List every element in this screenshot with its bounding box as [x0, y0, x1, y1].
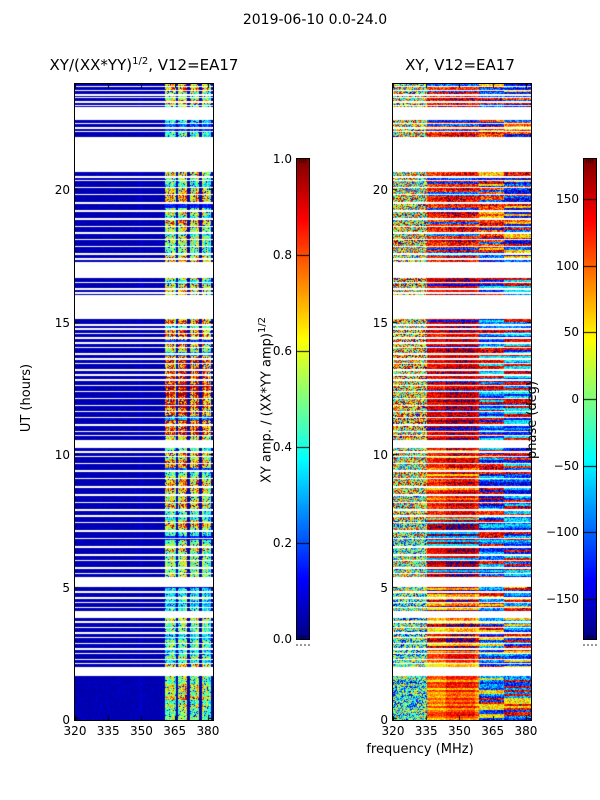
colorbar-tick-label: −50: [553, 458, 579, 473]
y-tick-label: 15: [54, 315, 70, 330]
colorbar-tick-label: 0.6: [272, 344, 292, 358]
amp-panel: [74, 83, 214, 721]
amp-title-rest: , V12=EA17: [148, 56, 239, 74]
colorbar-tick-label: 0.2: [272, 536, 292, 550]
y-tick-label: 15: [372, 315, 388, 330]
x-axis-label: frequency (MHz): [366, 742, 474, 757]
colorbar-tick-label: 0: [571, 392, 579, 406]
colorbar-tick-label: 1.0: [272, 152, 292, 166]
phase-panel-title: XY, V12=EA17: [405, 56, 515, 74]
x-tick-label: 350: [129, 724, 153, 738]
colorbar-tick-label: 150: [556, 192, 579, 206]
amp-colorbar-label: XY amp. / (XX*YY amp)1/2: [255, 280, 274, 520]
colorbar-tick-label: 0.0: [272, 632, 292, 646]
amp-colorbar-label-exponent: 1/2: [257, 316, 268, 334]
y-tick-label: 0: [380, 713, 388, 727]
y-tick-label: 20: [54, 183, 70, 197]
y-axis-label: UT (hours): [19, 363, 34, 433]
phase-colorbar: [583, 158, 597, 640]
amp-heatmap-canvas: [75, 84, 213, 720]
amp-title-base: XY/(XX*YY): [49, 56, 133, 74]
phase-colorbar-canvas: [584, 159, 596, 639]
x-tick-label: 380: [514, 724, 538, 738]
y-tick-label: 5: [62, 580, 70, 595]
x-tick-label: 335: [414, 724, 438, 738]
x-tick-label: 365: [481, 724, 505, 738]
y-tick-label: 10: [372, 448, 388, 462]
phase-heatmap-canvas: [393, 84, 531, 720]
y-tick-label: 10: [54, 448, 70, 462]
y-tick-label: 5: [380, 580, 388, 595]
amp-colorbar-end-dashes: [296, 644, 310, 646]
colorbar-tick-label: 0.4: [272, 440, 292, 454]
y-tick-label: 0: [62, 713, 70, 727]
amp-colorbar-canvas: [297, 159, 309, 639]
phase-colorbar-label: phase (deg): [525, 381, 540, 460]
x-tick-label: 365: [163, 724, 187, 738]
colorbar-tick-label: −100: [546, 525, 579, 540]
amp-colorbar: [296, 158, 310, 640]
colorbar-tick-label: 0.8: [272, 248, 292, 262]
x-tick-label: 350: [447, 724, 471, 738]
x-tick-label: 335: [96, 724, 120, 738]
colorbar-tick-label: 100: [556, 258, 579, 273]
phase-colorbar-end-dashes: [583, 644, 597, 646]
figure-title: 2019-06-10 0.0-24.0: [242, 12, 388, 28]
x-tick-label: 320: [381, 724, 405, 738]
x-tick-label: 320: [63, 724, 87, 738]
x-tick-label: 380: [196, 724, 220, 738]
amp-title-exponent: 1/2: [132, 56, 149, 67]
colorbar-tick-label: −150: [546, 592, 579, 606]
colorbar-tick-label: 50: [563, 325, 579, 340]
phase-panel: [392, 83, 532, 721]
amp-panel-title: XY/(XX*YY)1/2, V12=EA17: [24, 56, 264, 74]
y-tick-label: 20: [372, 183, 388, 197]
